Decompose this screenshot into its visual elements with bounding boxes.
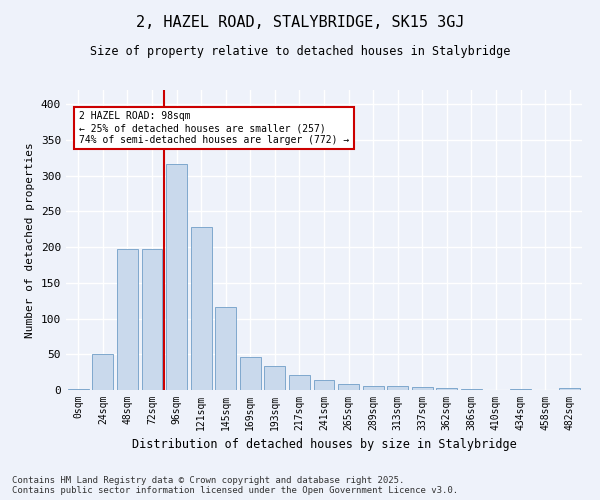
Text: 2 HAZEL ROAD: 98sqm
← 25% of detached houses are smaller (257)
74% of semi-detac: 2 HAZEL ROAD: 98sqm ← 25% of detached ho… xyxy=(79,112,349,144)
Bar xyxy=(166,164,187,390)
Y-axis label: Number of detached properties: Number of detached properties xyxy=(25,142,35,338)
Text: 2, HAZEL ROAD, STALYBRIDGE, SK15 3GJ: 2, HAZEL ROAD, STALYBRIDGE, SK15 3GJ xyxy=(136,15,464,30)
Bar xyxy=(68,388,89,390)
Bar xyxy=(117,250,138,390)
Bar xyxy=(436,388,457,390)
Text: Contains HM Land Registry data © Crown copyright and database right 2025.
Contai: Contains HM Land Registry data © Crown c… xyxy=(12,476,458,495)
Bar xyxy=(387,386,408,390)
Bar xyxy=(191,227,212,390)
Bar xyxy=(559,388,580,390)
Bar xyxy=(215,307,236,390)
Bar xyxy=(92,354,113,390)
Bar xyxy=(362,386,383,390)
Bar xyxy=(461,388,482,390)
Bar xyxy=(265,366,286,390)
Bar xyxy=(240,357,261,390)
Bar xyxy=(412,387,433,390)
X-axis label: Distribution of detached houses by size in Stalybridge: Distribution of detached houses by size … xyxy=(131,438,517,452)
Bar xyxy=(314,380,334,390)
Text: Size of property relative to detached houses in Stalybridge: Size of property relative to detached ho… xyxy=(90,45,510,58)
Bar xyxy=(142,250,163,390)
Bar xyxy=(338,384,359,390)
Bar xyxy=(289,375,310,390)
